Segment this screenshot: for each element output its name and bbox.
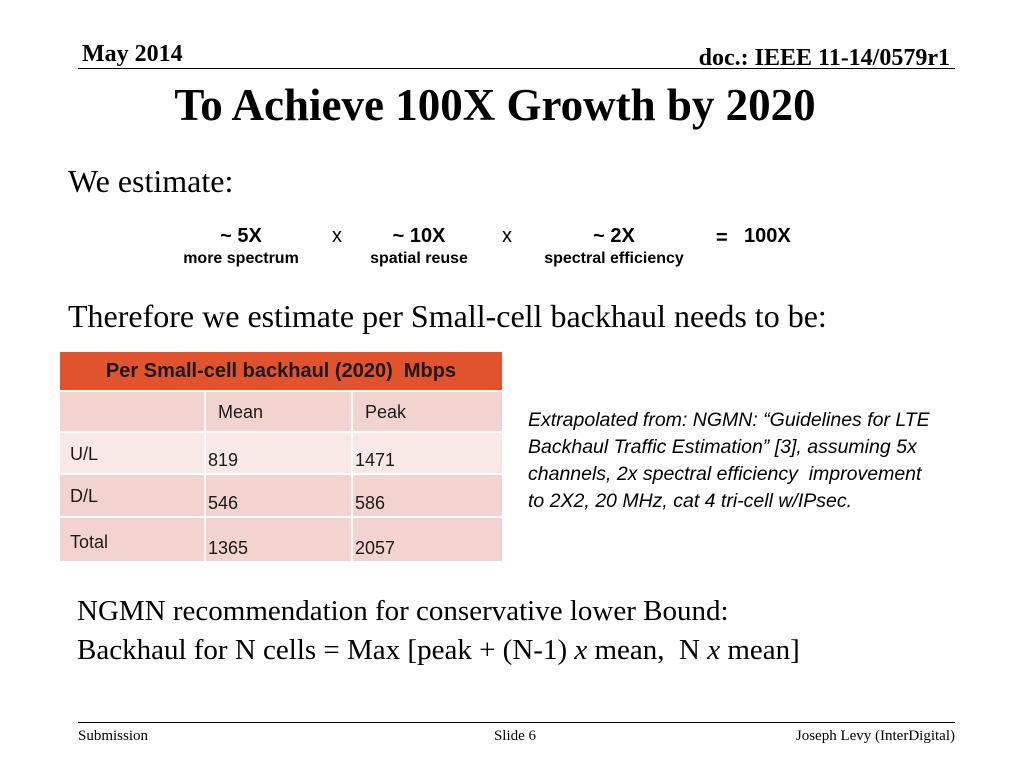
equation-result: 100X [744, 225, 791, 247]
cell-dl-peak: 586 [353, 475, 502, 518]
row-label-dl: D/L [60, 475, 206, 518]
footer-divider [78, 722, 955, 723]
note-line: Backhaul Traffic Estimation” [3], assumi… [528, 436, 917, 458]
equation-term-efficiency: ~ 2X spectral efficiency [539, 225, 689, 268]
equation-term-spectrum: ~ 5X more spectrum [166, 225, 316, 268]
note-line: channels, 2x spectral efficiency improve… [528, 463, 922, 485]
equation-term-reuse: ~ 10X spatial reuse [344, 225, 494, 268]
recommendation-heading: NGMN recommendation for conservative low… [77, 595, 729, 627]
intro-text: We estimate: [68, 163, 234, 199]
footer-author: Joseph Levy (InterDigital) [795, 728, 955, 744]
cell-total-peak: 2057 [353, 518, 502, 563]
formula-times: x [707, 634, 721, 666]
formula-text: mean] [720, 634, 800, 666]
term-value: ~ 2X [593, 225, 635, 247]
column-header-mean: Mean [206, 392, 353, 433]
multiply-operator: x [332, 225, 342, 247]
footer-slide-number: Slide 6 [493, 728, 537, 744]
cell-dl-mean: 546 [206, 475, 353, 518]
header-date: May 2014 [82, 41, 183, 67]
formula-text: mean, N [587, 634, 708, 666]
term-value: ~ 10X [392, 225, 446, 247]
row-label-ul: U/L [60, 433, 206, 475]
backhaul-formula: Backhaul for N cells = Max [peak + (N-1)… [77, 633, 800, 667]
term-label: spectral efficiency [544, 250, 684, 267]
term-label: more spectrum [183, 250, 299, 267]
header-divider [78, 68, 955, 69]
formula-times: x [574, 634, 588, 666]
row-label-total: Total [60, 518, 206, 563]
header-doc-id: doc.: IEEE 11-14/0579r1 [698, 45, 950, 71]
multiply-operator: x [502, 225, 512, 247]
note-line: to 2X2, 20 MHz, cat 4 tri-cell w/IPsec. [528, 490, 853, 512]
extrapolation-note: Extrapolated from: NGMN: “Guidelines for… [528, 407, 930, 515]
table-caption: Per Small-cell backhaul (2020) Mbps [60, 352, 502, 392]
term-value: ~ 5X [220, 225, 262, 247]
slide-title: To Achieve 100X Growth by 2020 [174, 80, 816, 130]
backhaul-table: Per Small-cell backhaul (2020) Mbps Mean… [60, 352, 502, 563]
cell-ul-mean: 819 [206, 433, 353, 475]
footer-submission: Submission [78, 728, 149, 744]
column-header-peak: Peak [353, 392, 502, 433]
cell-ul-peak: 1471 [353, 433, 502, 475]
cell-total-mean: 1365 [206, 518, 353, 563]
equals-sign: = [716, 227, 728, 249]
term-label: spatial reuse [370, 250, 468, 267]
therefore-text: Therefore we estimate per Small-cell bac… [68, 298, 827, 334]
table-corner-cell [60, 392, 206, 433]
formula-text: Backhaul for N cells = Max [peak + (N-1) [77, 634, 575, 666]
note-line: Extrapolated from: NGMN: “Guidelines for… [528, 409, 930, 431]
